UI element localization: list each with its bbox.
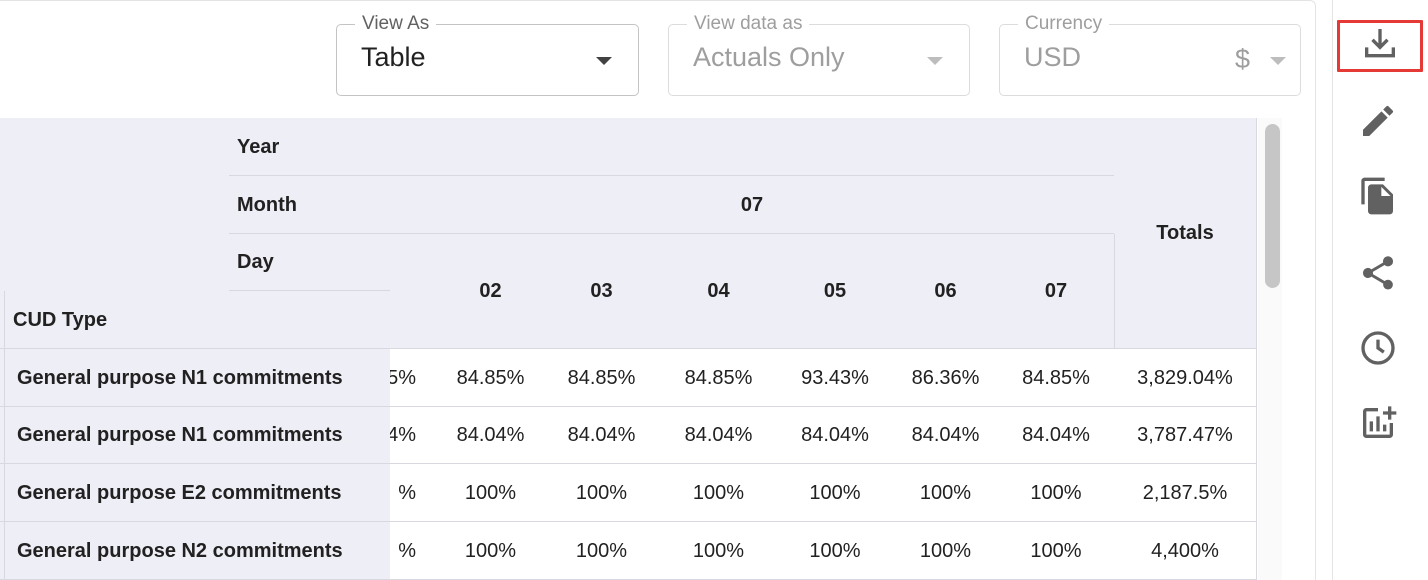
data-cell: 100% <box>998 464 1115 522</box>
day-header-cell: 04 <box>660 234 778 349</box>
data-cell: 100% <box>660 522 778 580</box>
currency-value: USD <box>1024 42 1082 72</box>
total-cell: 3,829.04% <box>1114 349 1257 407</box>
download-button[interactable] <box>1337 20 1423 72</box>
share-icon <box>1358 253 1398 298</box>
month-header: Month <box>229 176 391 234</box>
year-value-header <box>390 118 1115 176</box>
data-cell: 100% <box>438 522 544 580</box>
data-cell: 84.04% <box>998 407 1115 464</box>
header-blank <box>229 291 391 349</box>
total-cell: 3,787.47% <box>1114 407 1257 464</box>
data-cell-partial: 5% <box>390 349 439 407</box>
row-edge <box>0 349 5 407</box>
view-as-value: Table <box>361 42 426 72</box>
day-header-cell: 03 <box>543 234 661 349</box>
totals-header: Totals <box>1114 118 1257 349</box>
corner-edge <box>0 291 5 349</box>
share-button[interactable] <box>1352 250 1404 300</box>
chevron-down-icon <box>1270 57 1286 65</box>
view-as-select[interactable]: View As Table <box>336 12 639 96</box>
edit-pencil-icon <box>1358 101 1398 146</box>
day-header-partial <box>390 234 439 349</box>
add-chart-button[interactable] <box>1352 400 1404 450</box>
data-cell: 93.43% <box>777 349 894 407</box>
day-header-cell: 05 <box>777 234 894 349</box>
data-cell: 100% <box>893 522 999 580</box>
data-cell: 100% <box>998 522 1115 580</box>
total-cell: 4,400% <box>1114 522 1257 580</box>
view-as-label: View As <box>355 12 437 36</box>
row-edge <box>0 464 5 522</box>
data-cell: 84.85% <box>998 349 1115 407</box>
day-header-cell: 07 <box>998 234 1115 349</box>
data-cell: 84.04% <box>777 407 894 464</box>
view-data-as-value: Actuals Only <box>693 42 845 72</box>
view-data-as-select[interactable]: View data as Actuals Only <box>668 12 970 96</box>
data-cell-partial: 4% <box>390 407 439 464</box>
data-cell: 84.85% <box>438 349 544 407</box>
copy-button[interactable] <box>1352 173 1404 223</box>
data-cell: 84.85% <box>543 349 661 407</box>
history-button[interactable] <box>1352 325 1404 375</box>
row-label: General purpose E2 commitments <box>5 464 391 522</box>
data-cell-partial: % <box>390 464 439 522</box>
row-label: General purpose N2 commitments <box>5 522 391 580</box>
action-toolbar <box>1332 0 1428 580</box>
data-cell: 100% <box>893 464 999 522</box>
chevron-down-icon <box>927 57 943 65</box>
day-header: Day <box>229 234 391 291</box>
total-cell: 2,187.5% <box>1114 464 1257 522</box>
add-chart-icon <box>1358 403 1398 448</box>
chevron-down-icon <box>596 57 612 65</box>
year-header: Year <box>229 118 391 176</box>
history-clock-icon <box>1358 328 1398 373</box>
corner-blank <box>0 118 230 292</box>
data-cell: 100% <box>777 522 894 580</box>
data-cell: 100% <box>543 464 661 522</box>
day-header-cell: 06 <box>893 234 999 349</box>
row-label: General purpose N1 commitments <box>5 407 391 464</box>
data-cell: 84.85% <box>660 349 778 407</box>
row-label: General purpose N1 commitments <box>5 349 391 407</box>
view-data-as-label: View data as <box>687 12 810 36</box>
month-value-header: 07 <box>390 176 1115 234</box>
scrollbar-thumb[interactable] <box>1265 124 1280 288</box>
data-cell-partial: % <box>390 522 439 580</box>
data-cell: 100% <box>777 464 894 522</box>
data-cell: 84.04% <box>893 407 999 464</box>
currency-label: Currency <box>1018 12 1110 36</box>
data-cell: 84.04% <box>438 407 544 464</box>
data-cell: 84.04% <box>543 407 661 464</box>
row-edge <box>0 407 5 464</box>
edit-button[interactable] <box>1352 98 1404 148</box>
cud-type-header: CUD Type <box>5 291 230 349</box>
data-cell: 100% <box>438 464 544 522</box>
copy-icon <box>1358 176 1398 221</box>
day-header-cell: 02 <box>438 234 544 349</box>
currency-select[interactable]: Currency USD $ <box>999 12 1301 96</box>
data-cell: 84.04% <box>660 407 778 464</box>
download-icon <box>1360 24 1400 69</box>
data-cell: 100% <box>543 522 661 580</box>
currency-symbol: $ <box>1234 44 1250 74</box>
data-cell: 100% <box>660 464 778 522</box>
data-cell: 86.36% <box>893 349 999 407</box>
